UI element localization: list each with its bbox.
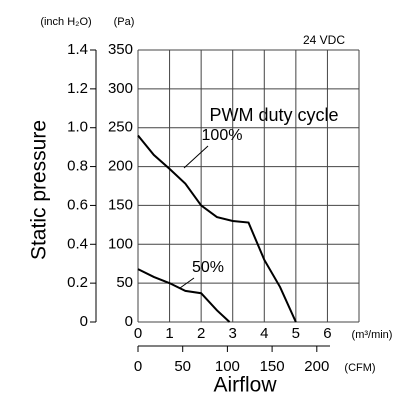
x2-unit: (CFM): [344, 362, 375, 374]
x-tick-label: 6: [323, 325, 331, 342]
y-unit: (Pa): [114, 16, 135, 28]
x2-tick-label: 50: [174, 358, 191, 375]
x-unit: (m³/min): [352, 329, 393, 341]
x-tick-label: 1: [165, 325, 173, 342]
series-label: 100%: [202, 127, 243, 144]
y-tick-label: 300: [108, 80, 133, 97]
label-leader: [183, 145, 209, 169]
note: 24 VDC: [303, 33, 345, 47]
y-tick-label: 0: [125, 313, 133, 330]
line: [137, 268, 231, 323]
y2-tick-label: 0.2: [67, 274, 88, 291]
y2-tick-label: 0.6: [67, 196, 88, 213]
x2-tick-label: 0: [134, 358, 142, 375]
y2-tick-label: 1.4: [67, 41, 88, 58]
y-tick-label: 100: [108, 235, 133, 252]
x-tick-label: 0: [134, 325, 142, 342]
y2-tick-label: 0: [80, 313, 88, 330]
x2-tick-label: 150: [260, 358, 285, 375]
y-axis-title: Static pressure: [28, 120, 51, 260]
x-tick-label: 3: [229, 325, 237, 342]
x-tick-label: 2: [197, 325, 205, 342]
y2-tick-label: 0.8: [67, 158, 88, 175]
y2-tick-label: 0.4: [67, 235, 88, 252]
y-tick-label: 200: [108, 158, 133, 175]
y-tick-label: 50: [116, 274, 133, 291]
y-tick-label: 350: [108, 41, 133, 58]
x-tick-label: 4: [260, 325, 268, 342]
y2-unit: (inch H₂O): [40, 16, 91, 28]
y-tick-label: 250: [108, 119, 133, 136]
x-tick-label: 5: [292, 325, 300, 342]
legend-title: PWM duty cycle: [209, 105, 338, 125]
y-tick-label: 150: [108, 196, 133, 213]
x2-tick-label: 200: [304, 358, 329, 375]
y2-tick-label: 1.0: [67, 119, 88, 136]
label-leader: [179, 277, 195, 289]
x2-tick-label: 100: [215, 358, 240, 375]
y2-tick-label: 1.2: [67, 80, 88, 97]
line: [137, 134, 297, 323]
series-label: 50%: [192, 259, 224, 276]
x-axis-title: Airflow: [213, 374, 277, 397]
